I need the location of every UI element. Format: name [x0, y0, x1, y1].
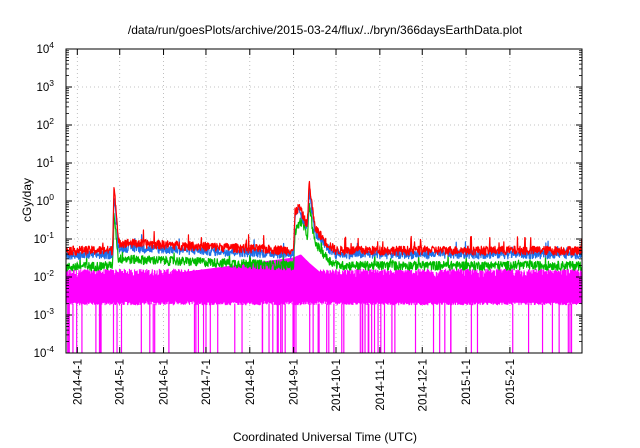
series-dropouts — [67, 303, 573, 353]
axis-ticks: 10-4 10-3 10-2 10-1 100 101 102 103 104 2014-4-1 2… — [34, 40, 582, 411]
y-tick-label: 104 — [36, 40, 54, 56]
x-tick-label: 2014-6-1 — [159, 359, 171, 405]
y-tick-label: 103 — [36, 78, 54, 94]
x-tick-label: 2014-10-1 — [331, 359, 343, 411]
x-tick-label: 2014-12-1 — [417, 359, 429, 411]
y-tick-label: 101 — [36, 154, 54, 170]
series-3 — [65, 180, 583, 256]
series-line — [65, 203, 583, 272]
y-tick-label: 10-3 — [34, 306, 55, 322]
plot-data — [65, 180, 583, 353]
y-tick-label: 100 — [36, 192, 54, 208]
x-tick-label: 2014-9-1 — [289, 359, 301, 405]
y-tick-label: 10-2 — [34, 268, 55, 284]
series-line — [65, 180, 583, 256]
y-tick-label: 10-4 — [34, 344, 55, 360]
x-tick-label: 2014-11-1 — [375, 359, 387, 411]
x-tick-label: 2014-4-1 — [72, 359, 84, 405]
series-1 — [65, 203, 583, 272]
x-axis-label: Coordinated Universal Time (UTC) — [233, 430, 417, 444]
x-tick-label: 2014-8-1 — [245, 359, 257, 405]
y-tick-label: 10-1 — [34, 230, 55, 246]
grid — [66, 49, 582, 353]
x-tick-label: 2014-7-1 — [201, 359, 213, 405]
x-tick-label: 2015-1-1 — [461, 359, 473, 405]
x-tick-label: 2014-5-1 — [115, 359, 127, 405]
y-tick-label: 102 — [36, 116, 54, 132]
x-tick-label: 2015-2-1 — [505, 359, 517, 405]
chart-title: /data/run/goesPlots/archive/2015-03-24/f… — [128, 23, 523, 37]
y-axis-label: cGy/day — [20, 178, 34, 222]
